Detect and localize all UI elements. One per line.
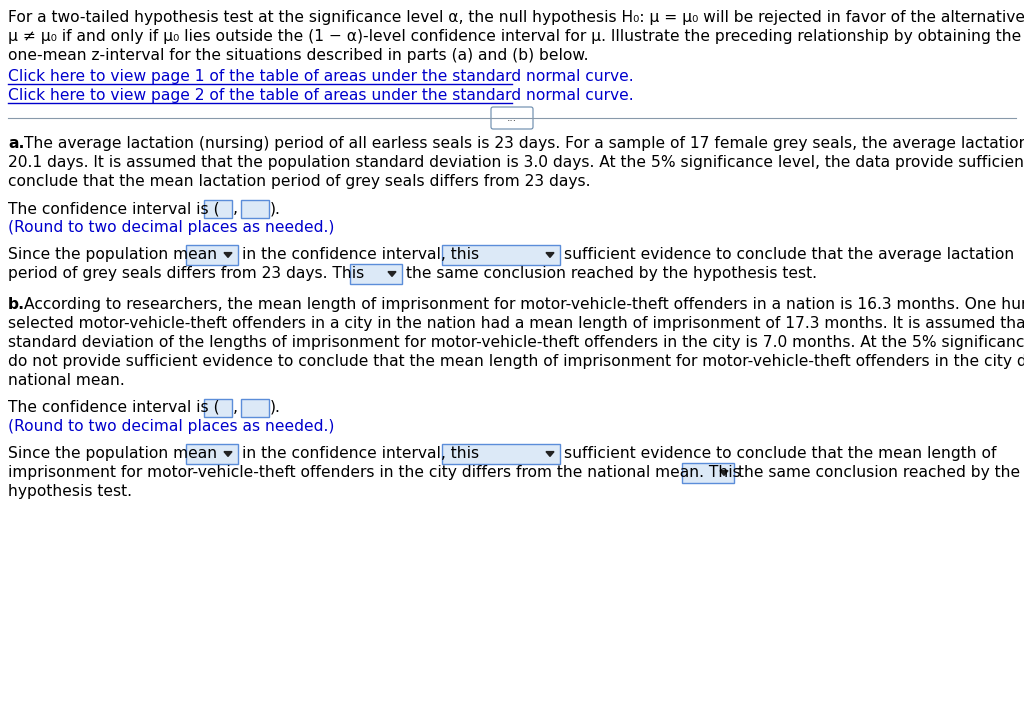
FancyBboxPatch shape	[350, 264, 402, 284]
Text: the same conclusion reached by the: the same conclusion reached by the	[738, 465, 1020, 480]
FancyBboxPatch shape	[241, 399, 269, 417]
Text: ...: ...	[507, 113, 517, 123]
Polygon shape	[546, 252, 554, 257]
Text: ).: ).	[270, 400, 281, 415]
Text: Click here to view page 2 of the table of areas under the standard normal curve.: Click here to view page 2 of the table o…	[8, 88, 634, 103]
FancyBboxPatch shape	[204, 200, 232, 218]
Polygon shape	[224, 452, 232, 457]
Text: national mean.: national mean.	[8, 373, 125, 388]
Text: a.: a.	[8, 136, 25, 151]
Text: imprisonment for motor-vehicle-theft offenders in the city differs from the nati: imprisonment for motor-vehicle-theft off…	[8, 465, 740, 480]
Text: (Round to two decimal places as needed.): (Round to two decimal places as needed.)	[8, 419, 335, 434]
Text: standard deviation of the lengths of imprisonment for motor-vehicle-theft offend: standard deviation of the lengths of imp…	[8, 335, 1024, 350]
Polygon shape	[388, 272, 396, 277]
Text: For a two-tailed hypothesis test at the significance level α, the null hypothesi: For a two-tailed hypothesis test at the …	[8, 10, 1024, 25]
Text: Since the population mean: Since the population mean	[8, 446, 217, 461]
Text: in the confidence interval, this: in the confidence interval, this	[242, 247, 479, 262]
Text: Click here to view page 1 of the table of areas under the standard normal curve.: Click here to view page 1 of the table o…	[8, 69, 634, 84]
FancyBboxPatch shape	[682, 463, 734, 483]
Text: conclude that the mean lactation period of grey seals differs from 23 days.: conclude that the mean lactation period …	[8, 174, 591, 189]
Polygon shape	[546, 452, 554, 457]
Text: ,: ,	[233, 201, 238, 216]
Text: b.: b.	[8, 297, 26, 312]
Text: in the confidence interval, this: in the confidence interval, this	[242, 446, 479, 461]
Text: sufficient evidence to conclude that the average lactation: sufficient evidence to conclude that the…	[564, 247, 1014, 262]
Text: Since the population mean: Since the population mean	[8, 247, 217, 262]
Text: The confidence interval is (: The confidence interval is (	[8, 400, 219, 415]
Polygon shape	[224, 252, 232, 257]
FancyBboxPatch shape	[186, 444, 238, 464]
Text: μ ≠ μ₀ if and only if μ₀ lies outside the (1 − α)-level confidence interval for : μ ≠ μ₀ if and only if μ₀ lies outside th…	[8, 29, 1024, 44]
Text: The confidence interval is (: The confidence interval is (	[8, 201, 219, 216]
Text: one-mean z-interval for the situations described in parts (a) and (b) below.: one-mean z-interval for the situations d…	[8, 48, 589, 63]
FancyBboxPatch shape	[442, 444, 560, 464]
Text: the same conclusion reached by the hypothesis test.: the same conclusion reached by the hypot…	[406, 266, 817, 281]
Text: 20.1 days. It is assumed that the population standard deviation is 3.0 days. At : 20.1 days. It is assumed that the popula…	[8, 155, 1024, 170]
Text: sufficient evidence to conclude that the mean length of: sufficient evidence to conclude that the…	[564, 446, 996, 461]
Text: period of grey seals differs from 23 days. This: period of grey seals differs from 23 day…	[8, 266, 365, 281]
Polygon shape	[720, 471, 728, 476]
Text: According to researchers, the mean length of imprisonment for motor-vehicle-thef: According to researchers, the mean lengt…	[24, 297, 1024, 312]
Text: ).: ).	[270, 201, 281, 216]
FancyBboxPatch shape	[241, 200, 269, 218]
Text: do not provide sufficient evidence to conclude that the mean length of imprisonm: do not provide sufficient evidence to co…	[8, 354, 1024, 369]
FancyBboxPatch shape	[442, 245, 560, 265]
FancyBboxPatch shape	[490, 107, 534, 129]
FancyBboxPatch shape	[186, 245, 238, 265]
Text: ,: ,	[233, 400, 238, 415]
Text: hypothesis test.: hypothesis test.	[8, 484, 132, 499]
Text: (Round to two decimal places as needed.): (Round to two decimal places as needed.)	[8, 220, 335, 235]
Text: The average lactation (nursing) period of all earless seals is 23 days. For a sa: The average lactation (nursing) period o…	[24, 136, 1024, 151]
Text: selected motor-vehicle-theft offenders in a city in the nation had a mean length: selected motor-vehicle-theft offenders i…	[8, 316, 1024, 331]
FancyBboxPatch shape	[204, 399, 232, 417]
